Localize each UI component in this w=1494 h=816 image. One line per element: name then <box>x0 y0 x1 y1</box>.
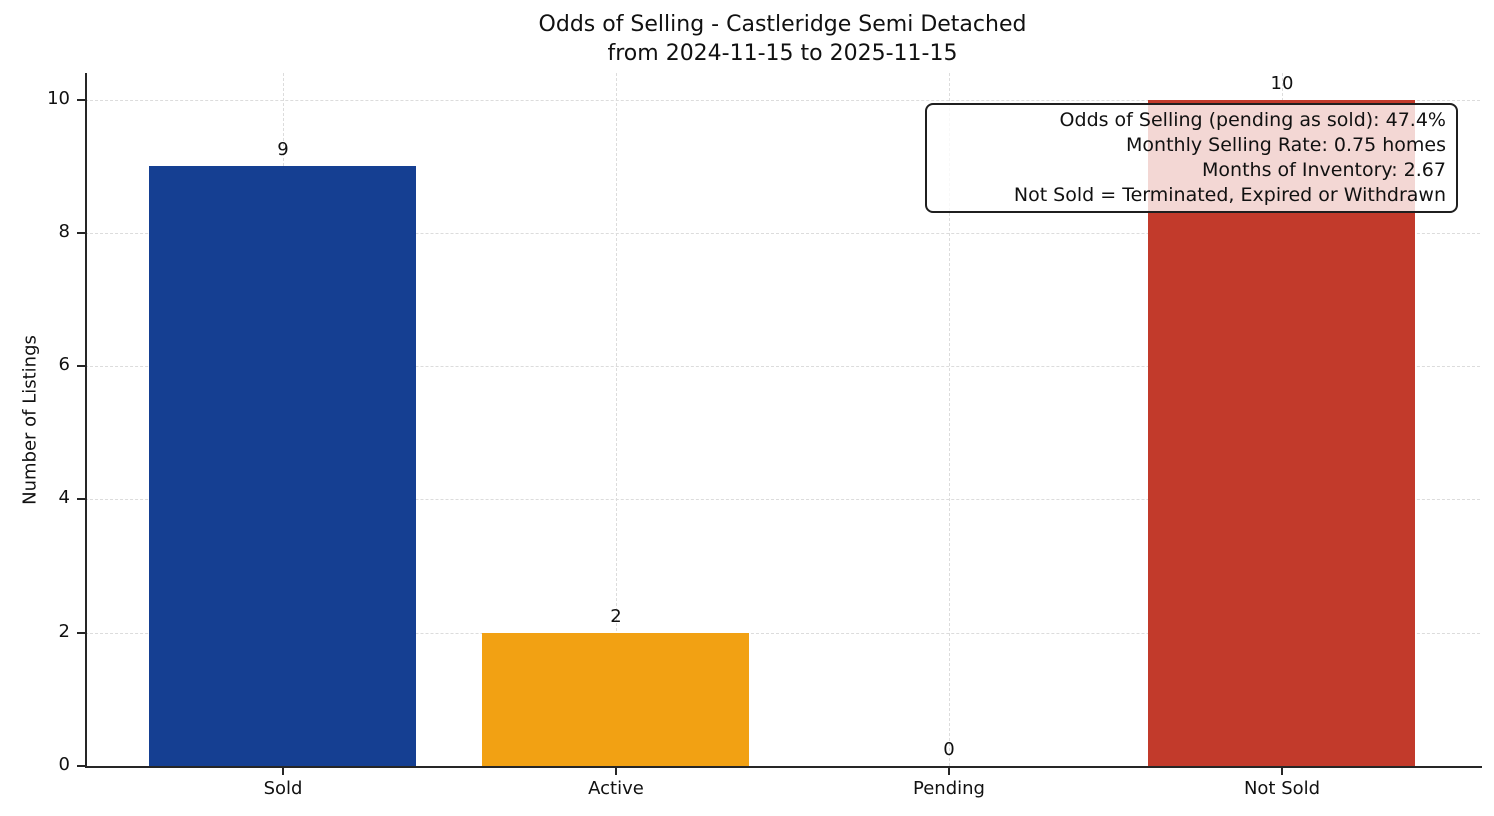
stats-annotation-box: Odds of Selling (pending as sold): 47.4%… <box>925 103 1458 213</box>
y-tick-label-10: 10 <box>47 88 70 109</box>
y-tick-mark <box>77 765 85 767</box>
gridline-h <box>85 633 1480 634</box>
y-tick-mark <box>77 365 85 367</box>
annotation-odds-of-selling: Odds of Selling (pending as sold): 47.4% <box>1059 109 1446 131</box>
gridline-h <box>85 499 1480 500</box>
y-tick-mark <box>77 498 85 500</box>
annotation-monthly-selling-rate: Monthly Selling Rate: 0.75 homes <box>1126 134 1446 156</box>
gridline-h <box>85 233 1480 234</box>
gridline-h <box>85 100 1480 101</box>
x-tick-label-sold: Sold <box>263 778 303 799</box>
x-tick-label-active: Active <box>588 778 644 799</box>
chart-title: Odds of Selling - Castleridge Semi Detac… <box>85 10 1480 68</box>
annotation-not-sold-definition: Not Sold = Terminated, Expired or Withdr… <box>1013 184 1446 206</box>
y-tick-label-8: 8 <box>58 221 70 242</box>
chart-title-line2: from 2024-11-15 to 2025-11-15 <box>607 41 958 66</box>
bar-active <box>482 633 749 766</box>
bar-value-label-sold: 9 <box>277 139 289 160</box>
gridline-h <box>85 366 1480 367</box>
bar-value-label-not-sold: 10 <box>1270 73 1294 94</box>
bar-value-label-pending: 0 <box>943 739 955 760</box>
x-tick-mark <box>948 767 950 775</box>
bar-sold <box>149 166 416 766</box>
x-tick-mark <box>282 767 284 775</box>
y-tick-label-4: 4 <box>58 487 70 508</box>
y-tick-label-6: 6 <box>58 354 70 375</box>
chart-title-line1: Odds of Selling - Castleridge Semi Detac… <box>538 12 1027 37</box>
x-tick-label-pending: Pending <box>913 778 985 799</box>
bar-value-label-active: 2 <box>610 606 622 627</box>
x-tick-mark <box>615 767 617 775</box>
x-tick-mark <box>1281 767 1283 775</box>
gridline-v <box>949 73 950 766</box>
y-tick-mark <box>77 99 85 101</box>
annotation-months-of-inventory: Months of Inventory: 2.67 <box>1202 159 1446 181</box>
gridline-v <box>616 73 617 766</box>
x-tick-label-not-sold: Not Sold <box>1243 778 1321 799</box>
y-tick-label-0: 0 <box>58 754 70 775</box>
y-tick-mark <box>77 632 85 634</box>
y-tick-mark <box>77 232 85 234</box>
y-tick-label-2: 2 <box>58 621 70 642</box>
